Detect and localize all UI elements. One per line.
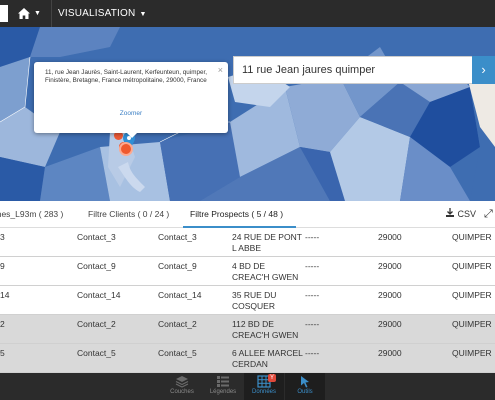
- chevron-right-icon: ›: [481, 62, 486, 77]
- legends-label: Légendes: [209, 389, 237, 395]
- address-popup: 11, rue Jean Jaurès, Saint-Laurent, Kerf…: [34, 62, 228, 138]
- cell-address: 112 BD DE CREAC'H GWEN: [232, 319, 299, 340]
- visualisation-menu[interactable]: VISUALISATION ▼: [58, 0, 147, 27]
- map-view[interactable]: 11, rue Jean Jaurès, Saint-Laurent, Kerf…: [0, 27, 495, 201]
- cell-id: 3: [0, 232, 5, 242]
- export-icon: [446, 208, 454, 217]
- cell-empty: -----: [305, 261, 320, 271]
- cell-empty: -----: [305, 232, 320, 242]
- cell-postcode: 29000: [378, 348, 402, 358]
- tab-filtre-clients[interactable]: Filtre Clients ( 0 / 24 ): [88, 201, 169, 228]
- cell-city: QUIMPER: [452, 319, 492, 329]
- cell-contact-name: Contact_9: [158, 261, 197, 271]
- cell-id: 9: [0, 261, 5, 271]
- cell-city: QUIMPER: [452, 232, 492, 242]
- cell-id: 5: [0, 348, 5, 358]
- data-label: Données: [251, 389, 277, 395]
- table-row[interactable]: 9 Contact_9 Contact_9 4 BD DE CREAC'H GW…: [0, 257, 495, 286]
- cell-contact: Contact_5: [77, 348, 116, 358]
- layers-button[interactable]: Couches: [162, 373, 202, 400]
- legends-button[interactable]: Légendes: [203, 373, 243, 400]
- table-row[interactable]: 2 Contact_2 Contact_2 112 BD DE CREAC'H …: [0, 315, 495, 344]
- table-row[interactable]: 3 Contact_3 Contact_3 24 RUE DE PONT L A…: [0, 228, 495, 257]
- tab-label: Filtre Clients ( 0 / 24 ): [88, 209, 170, 219]
- prospects-table: 3 Contact_3 Contact_3 24 RUE DE PONT L A…: [0, 228, 495, 373]
- layers-icon: [175, 376, 189, 388]
- address-search-input[interactable]: 11 rue Jean jaures quimper: [233, 56, 473, 84]
- cell-id: 14: [0, 290, 10, 300]
- popup-address: 11, rue Jean Jaurès, Saint-Laurent, Kerf…: [45, 69, 207, 85]
- tab-communes[interactable]: unes_L93m ( 283 ): [0, 201, 63, 228]
- cell-address: 35 RUE DU COSQUER: [232, 290, 277, 311]
- layers-label: Couches: [170, 389, 194, 395]
- cell-empty: -----: [305, 348, 320, 358]
- home-icon: [18, 8, 30, 19]
- cell-empty: -----: [305, 319, 320, 329]
- prospect-cluster-marker[interactable]: [114, 131, 123, 140]
- cell-contact-name: Contact_2: [158, 319, 197, 329]
- app-logo[interactable]: [0, 5, 8, 22]
- cell-postcode: 29000: [378, 290, 402, 300]
- data-tabs: unes_L93m ( 283 ) Filtre Clients ( 0 / 2…: [0, 201, 495, 228]
- cell-contact: Contact_3: [77, 232, 116, 242]
- cell-contact: Contact_2: [77, 319, 116, 329]
- cell-contact-name: Contact_3: [158, 232, 197, 242]
- cell-contact: Contact_9: [77, 261, 116, 271]
- prospect-cluster-marker[interactable]: [119, 142, 133, 156]
- cursor-icon: [301, 376, 309, 388]
- tools-label: Outils: [297, 389, 313, 395]
- bottom-toolbar: Couches Légendes Y Données Outils: [0, 373, 495, 400]
- cell-postcode: 29000: [378, 261, 402, 271]
- cell-city: QUIMPER: [452, 290, 492, 300]
- cell-contact-name: Contact_5: [158, 348, 197, 358]
- table-row[interactable]: 5 Contact_5 Contact_5 6 ALLEE MARCEL CER…: [0, 344, 495, 373]
- expand-icon[interactable]: ⤢: [484, 208, 493, 220]
- chevron-down-icon: ▼: [34, 10, 41, 17]
- csv-export-button[interactable]: CSV: [445, 201, 476, 228]
- tools-button[interactable]: Outils: [285, 373, 325, 400]
- zoom-link[interactable]: Zoomer: [119, 110, 143, 117]
- chevron-down-icon: ▼: [139, 11, 147, 18]
- csv-label: CSV: [457, 209, 477, 219]
- cell-postcode: 29000: [378, 232, 402, 242]
- home-menu-button[interactable]: ▼: [18, 0, 46, 27]
- cell-contact: Contact_14: [77, 290, 121, 300]
- data-button[interactable]: Y Données: [244, 373, 284, 400]
- visualisation-menu-label: VISUALISATION: [58, 8, 136, 19]
- tab-label: Filtre Prospects ( 5 / 48 ): [190, 209, 284, 219]
- top-navbar: ▼ VISUALISATION ▼: [0, 0, 495, 27]
- cell-id: 2: [0, 319, 5, 329]
- search-button[interactable]: ›: [472, 56, 495, 84]
- cell-city: QUIMPER: [452, 348, 492, 358]
- cell-address: 24 RUE DE PONT L ABBE: [232, 232, 302, 253]
- cell-contact-name: Contact_14: [158, 290, 202, 300]
- cell-postcode: 29000: [378, 319, 402, 329]
- cell-city: QUIMPER: [452, 261, 492, 271]
- popup-tip: [125, 131, 139, 138]
- tab-filtre-prospects[interactable]: Filtre Prospects ( 5 / 48 ): [183, 201, 296, 228]
- filter-badge: Y: [268, 374, 276, 382]
- tab-label: unes_L93m ( 283 ): [0, 209, 64, 219]
- cell-address: 4 BD DE CREAC'H GWEN: [232, 261, 299, 282]
- cell-address: 6 ALLEE MARCEL CERDAN: [232, 348, 303, 369]
- table-row[interactable]: 14 Contact_14 Contact_14 35 RUE DU COSQU…: [0, 286, 495, 315]
- close-icon[interactable]: ×: [217, 65, 223, 75]
- cell-empty: -----: [305, 290, 320, 300]
- search-input-value: 11 rue Jean jaures quimper: [242, 64, 376, 76]
- divider: [51, 0, 52, 27]
- legend-icon: [217, 376, 229, 387]
